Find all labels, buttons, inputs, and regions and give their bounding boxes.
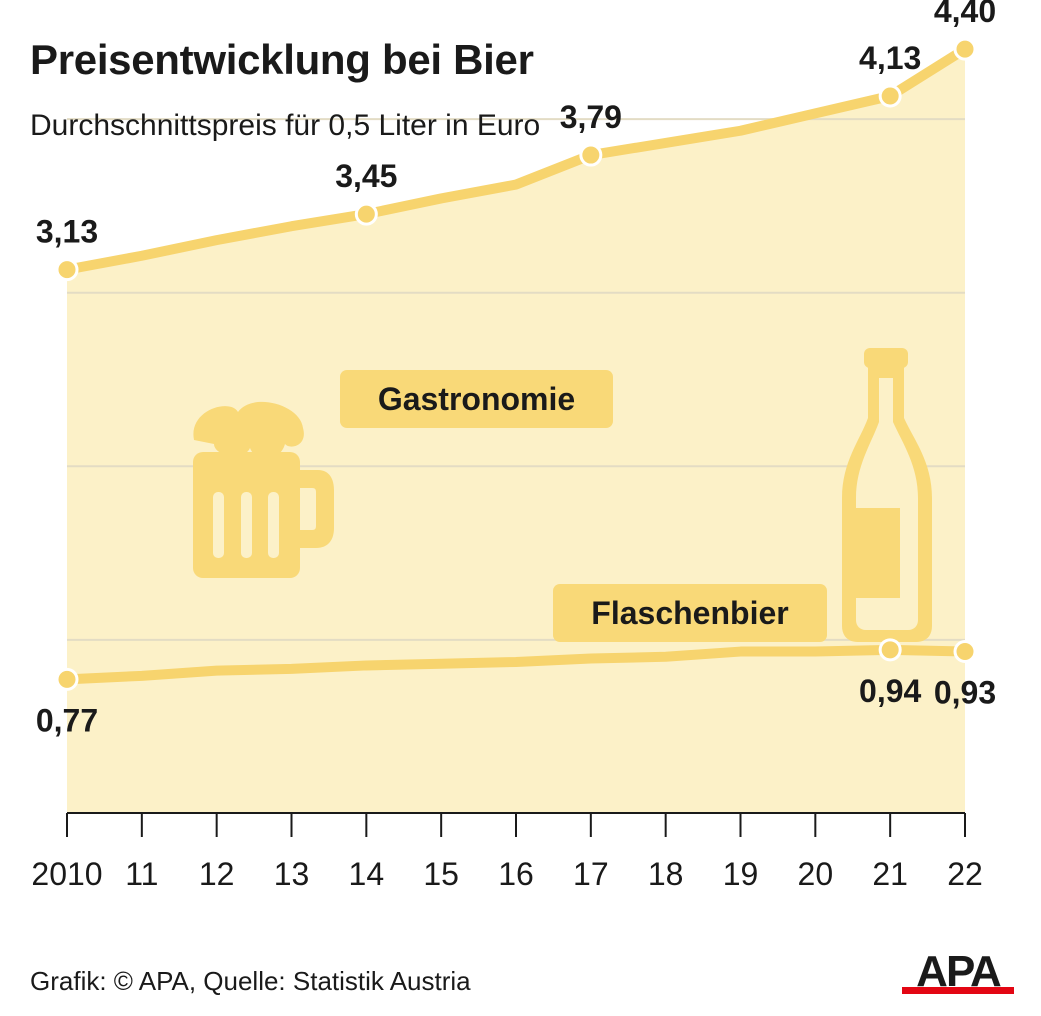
x-tick-label: 18 [648,856,684,892]
x-tick-label: 21 [872,856,908,892]
x-tick-label: 17 [573,856,609,892]
data-point-flaschenbier [55,667,79,691]
data-label-flaschenbier: 0,94 [859,673,921,709]
x-tick-label: 13 [274,856,310,892]
apa-logo-bar [902,987,1014,994]
series-label-gastronomie-box [340,370,613,428]
x-tick-label: 22 [947,856,983,892]
data-label-flaschenbier: 0,77 [36,702,98,738]
series-label-flaschenbier: Flaschenbier [591,595,788,631]
x-tick-label: 19 [723,856,759,892]
series-line-gastronomie [62,44,970,275]
x-tick-label: 15 [423,856,459,892]
source-note: Grafik: © APA, Quelle: Statistik Austria [30,966,471,996]
data-label-flaschenbier: 0,93 [934,675,996,711]
x-tick-label: 14 [349,856,385,892]
x-tick-label: 2010 [31,856,102,892]
data-point-gastronomie [953,37,977,61]
data-point-flaschenbier [953,640,977,664]
beer-bottle-icon [842,348,932,642]
data-label-gastronomie: 3,13 [36,214,98,250]
beer-mug-icon [193,401,334,578]
data-point-gastronomie [878,84,902,108]
data-point-gastronomie [55,258,79,282]
chart-title: Preisentwicklung bei Bier [30,36,534,83]
x-tick-label: 11 [125,856,158,892]
series-label-gastronomie: Gastronomie [378,381,575,417]
apa-logo: APA [902,950,1014,996]
data-point-gastronomie [579,143,603,167]
data-label-gastronomie: 3,79 [560,99,622,135]
series-label-flaschenbier-box [553,584,827,642]
data-point-gastronomie [354,202,378,226]
series-line-flaschenbier [62,644,970,685]
data-point-flaschenbier [878,638,902,662]
x-tick-label: 12 [199,856,235,892]
chart-subtitle: Durchschnittspreis für 0,5 Liter in Euro [30,109,541,142]
data-label-gastronomie: 4,40 [934,0,996,29]
data-label-gastronomie: 4,13 [859,40,921,76]
x-tick-label: 20 [798,856,834,892]
data-label-gastronomie: 3,45 [335,158,397,194]
x-tick-label: 16 [498,856,534,892]
